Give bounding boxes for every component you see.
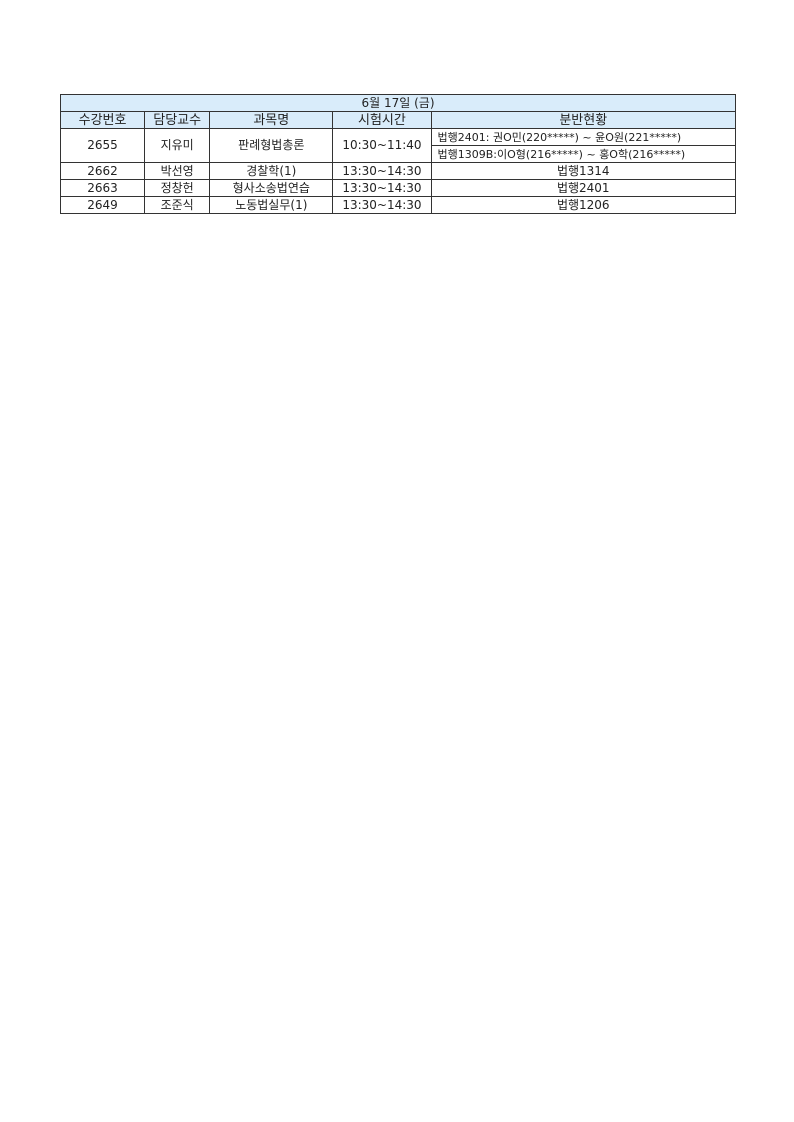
col-header: 분반현황 bbox=[430, 111, 737, 129]
exam-time: 10:30~11:40 bbox=[332, 128, 432, 163]
col-header: 담당교수 bbox=[144, 111, 211, 129]
exam-time: 13:30~14:30 bbox=[332, 179, 432, 197]
section: 법행2401: 권O민(220*****) ~ 윤O원(221*****) bbox=[430, 128, 737, 146]
professor: 정창헌 bbox=[144, 179, 211, 197]
professor: 조준식 bbox=[144, 196, 211, 214]
section: 법행2401 bbox=[430, 179, 737, 197]
col-header: 시험시간 bbox=[332, 111, 432, 129]
professor: 박선영 bbox=[144, 162, 211, 180]
section: 법행1206 bbox=[430, 196, 737, 214]
course-name: 노동법실무(1) bbox=[209, 196, 334, 214]
course-id: 2655 bbox=[59, 128, 146, 163]
table-title: 6월 17일 (금) bbox=[60, 94, 736, 112]
exam-schedule-table: 6월 17일 (금) 수강번호 담당교수 과목명 시험시간 분반현황 2655 … bbox=[59, 94, 737, 214]
table-row: 2662 박선영 경찰학(1) 13:30~14:30 법행1314 bbox=[59, 162, 737, 180]
table-row: 2655 지유미 판례형법총론 10:30~11:40 법행2401: 권O민(… bbox=[59, 128, 737, 163]
table-row: 2663 정창헌 형사소송법연습 13:30~14:30 법행2401 bbox=[59, 179, 737, 197]
course-id: 2663 bbox=[59, 179, 146, 197]
course-name: 형사소송법연습 bbox=[209, 179, 334, 197]
col-header: 수강번호 bbox=[59, 111, 146, 129]
professor: 지유미 bbox=[144, 128, 211, 163]
table-row: 2649 조준식 노동법실무(1) 13:30~14:30 법행1206 bbox=[59, 196, 737, 214]
exam-time: 13:30~14:30 bbox=[332, 196, 432, 214]
col-header: 과목명 bbox=[209, 111, 334, 129]
section: 법행1314 bbox=[430, 162, 737, 180]
course-name: 판례형법총론 bbox=[209, 128, 334, 163]
exam-time: 13:30~14:30 bbox=[332, 162, 432, 180]
course-name: 경찰학(1) bbox=[209, 162, 334, 180]
section: 법행1309B:이O형(216*****) ~ 홍O학(216*****) bbox=[430, 145, 737, 163]
course-id: 2662 bbox=[59, 162, 146, 180]
course-id: 2649 bbox=[59, 196, 146, 214]
